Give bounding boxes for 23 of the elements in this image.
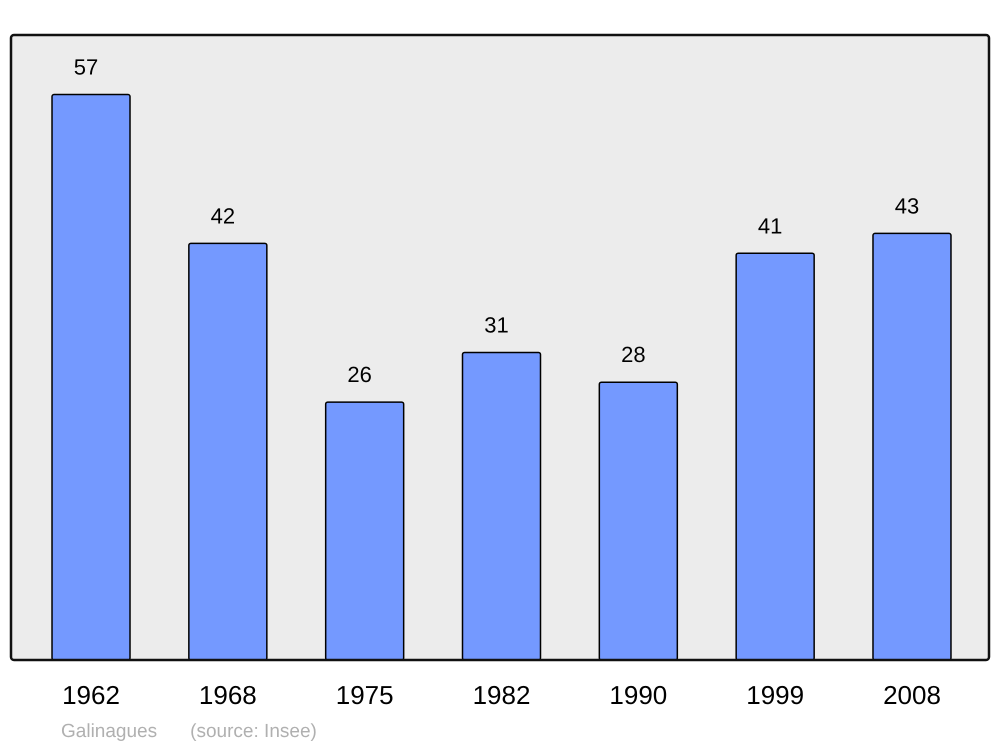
data-label: 26: [347, 362, 372, 388]
data-label: 31: [484, 312, 509, 338]
data-label: 41: [758, 213, 782, 238]
data-label: 43: [894, 193, 920, 218]
text: Galinagues: [61, 721, 158, 742]
bar: [324, 401, 404, 661]
x-tick-label: 1990: [609, 680, 668, 710]
bar: [462, 352, 542, 661]
bar: [735, 252, 815, 661]
x-tick-label: 1999: [746, 680, 804, 710]
bar: [598, 381, 678, 661]
x-tick-label: 2008: [883, 680, 941, 710]
data-label: 28: [621, 342, 646, 368]
x-tick-label: 1962: [62, 680, 120, 710]
bar: [188, 242, 268, 661]
data-label: 57: [74, 54, 98, 80]
text: (source: Insee): [190, 721, 317, 742]
x-tick-label: 1975: [336, 680, 394, 710]
x-tick-label: 1982: [472, 680, 530, 710]
data-label: 42: [210, 203, 236, 228]
bar: [51, 94, 131, 661]
x-tick-label: 1968: [198, 680, 257, 710]
bar: [872, 232, 952, 661]
